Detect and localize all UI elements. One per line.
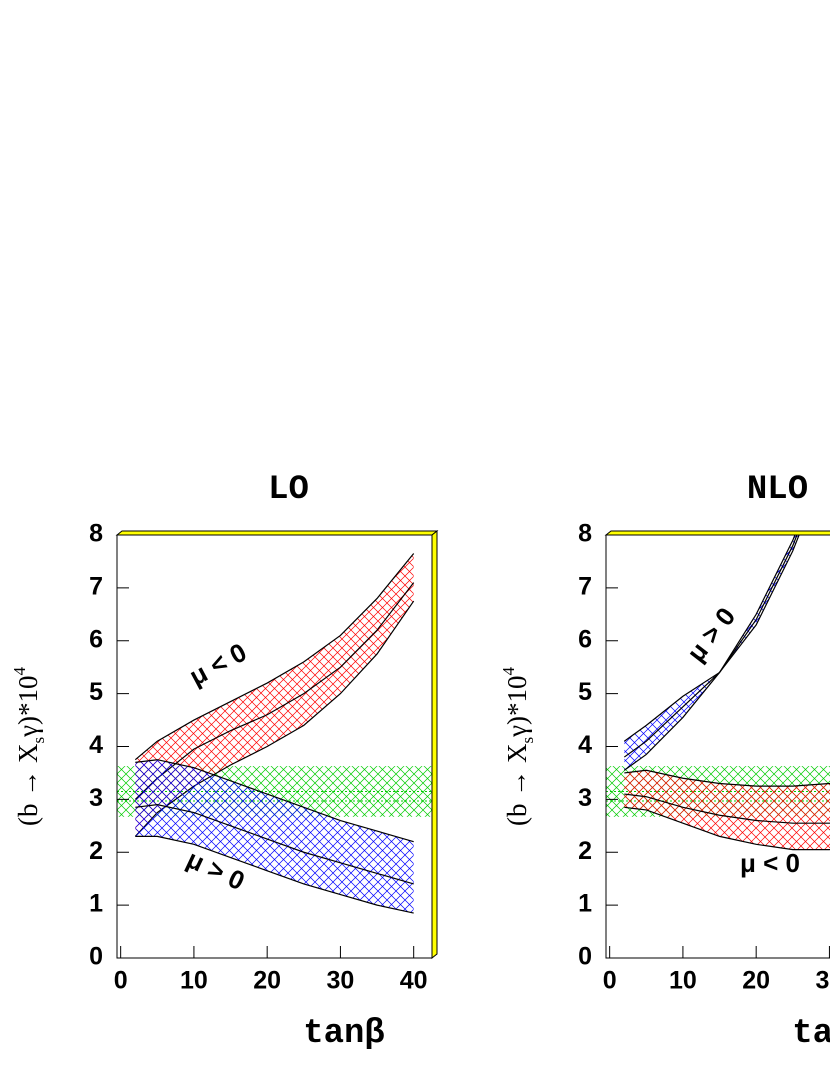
- y-axis-label-part: s: [518, 737, 537, 744]
- band-center-line: [624, 793, 830, 824]
- y-axis-label-part: s: [29, 737, 48, 744]
- band-lower-line: [624, 806, 830, 851]
- y-tick-label: 3: [578, 784, 592, 812]
- y-tick-label: 7: [578, 572, 592, 600]
- x-tick-label: 40: [400, 967, 428, 995]
- y-axis-label: (b → Xsγ)*104: [499, 666, 537, 826]
- y-tick-label: 5: [578, 678, 592, 706]
- annotation: μ < 0: [184, 637, 251, 692]
- y-tick-label: 4: [578, 731, 592, 759]
- y-axis-label-part: (b → X: [13, 743, 43, 826]
- x-tick-label: 10: [180, 967, 208, 995]
- band-area: [135, 759, 414, 914]
- frame-top-edge: [604, 530, 830, 536]
- chart-title: LO: [268, 471, 309, 509]
- annotation: μ > 0: [681, 602, 742, 668]
- frame-top-edge: [115, 530, 439, 536]
- y-tick-label: 6: [578, 625, 592, 653]
- x-tick-label: 0: [114, 967, 128, 995]
- y-tick-label: 3: [89, 784, 103, 812]
- y-axis-label-part: 4: [499, 666, 518, 675]
- x-tick-label: 0: [603, 967, 617, 995]
- annotation: μ < 0: [740, 848, 800, 878]
- y-axis-label-part: 4: [10, 666, 29, 675]
- y-axis-label: (b → Xsγ)*104: [10, 666, 48, 826]
- plot-area: [117, 553, 432, 914]
- band-upper-line: [624, 769, 830, 787]
- y-tick-label: 7: [89, 572, 103, 600]
- y-tick-label: 8: [89, 520, 103, 548]
- y-tick-label: 0: [578, 943, 592, 971]
- chart-title: NLO: [747, 471, 808, 509]
- y-axis-label-part: γ)*10: [502, 675, 532, 737]
- frame-right-edge: [431, 529, 438, 960]
- band-area: [135, 553, 414, 837]
- x-tick-label: 30: [327, 967, 355, 995]
- band-lower-line: [135, 835, 414, 914]
- x-axis-label: tanβ: [303, 1015, 385, 1053]
- plot-area: [606, 535, 830, 851]
- y-tick-label: 1: [578, 890, 592, 918]
- band-upper-line: [135, 759, 414, 843]
- band-area: [624, 535, 800, 771]
- y-tick-label: 6: [89, 625, 103, 653]
- y-axis-label-part: (b → X: [502, 743, 532, 826]
- x-tick-label: 10: [669, 967, 697, 995]
- y-tick-label: 8: [578, 520, 592, 548]
- band-center-line: [135, 804, 414, 885]
- band-area: [624, 770, 830, 850]
- band-upper-line: [134, 553, 415, 761]
- y-tick-label: 0: [89, 943, 103, 971]
- y-tick-label: 1: [89, 890, 103, 918]
- y-tick-label: 2: [578, 837, 592, 865]
- x-axis-label: tanβ: [792, 1015, 830, 1053]
- x-tick-label: 30: [816, 967, 830, 995]
- x-tick-label: 20: [742, 967, 770, 995]
- band-lower-line: [623, 535, 796, 771]
- y-axis-label-part: γ)*10: [13, 675, 43, 737]
- y-tick-label: 2: [89, 837, 103, 865]
- y-tick-label: 5: [89, 678, 103, 706]
- x-tick-label: 20: [253, 967, 281, 995]
- y-tick-label: 4: [89, 731, 103, 759]
